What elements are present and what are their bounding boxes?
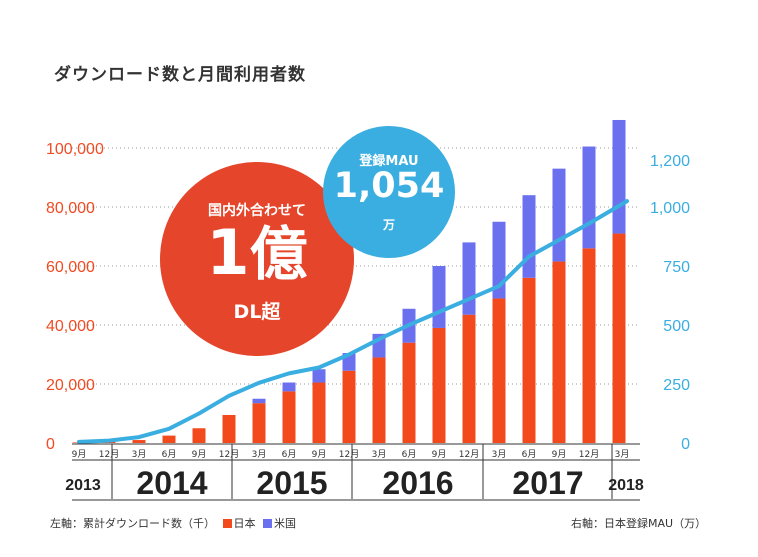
left-tick-label: 100,000	[46, 141, 104, 158]
bar-japan	[192, 428, 206, 443]
bar-japan	[432, 327, 446, 443]
bar-us	[462, 242, 476, 315]
legend-swatch-japan	[222, 519, 232, 528]
bar-japan	[402, 342, 416, 443]
footer-legend: 左軸：累計ダウンロード数（千） 日本 米国	[50, 515, 296, 531]
left-tick-label: 60,000	[46, 259, 95, 276]
left-tick-label: 0	[46, 436, 55, 453]
bar-japan	[222, 414, 236, 443]
month-label: 3月	[492, 449, 507, 460]
bar-japan	[342, 370, 356, 443]
month-label: 6月	[522, 449, 537, 460]
month-label: 9月	[312, 449, 327, 460]
month-label: 12月	[219, 449, 239, 460]
year-label: 2014	[136, 465, 207, 501]
bar-japan	[522, 277, 536, 443]
download-badge-caption: 国内外合わせて	[208, 203, 306, 219]
bar-us	[492, 221, 506, 299]
bar-japan	[612, 233, 626, 443]
left-axis-note: 左軸：累計ダウンロード数（千）	[50, 517, 215, 530]
bar-us	[612, 119, 626, 234]
month-label: 12月	[339, 449, 359, 460]
right-tick-label: 1,200	[650, 153, 690, 170]
month-label: 3月	[132, 449, 147, 460]
month-label: 3月	[372, 449, 387, 460]
month-label: 12月	[459, 449, 479, 460]
download-badge: 国内外合わせて 1億 DL超	[160, 162, 354, 356]
bar-japan	[162, 435, 176, 443]
right-tick-label: 1,000	[650, 200, 690, 217]
bar-japan	[582, 248, 596, 443]
left-tick-label: 20,000	[46, 377, 95, 394]
bar-japan	[312, 382, 326, 443]
bar-japan	[252, 403, 266, 443]
month-label: 6月	[162, 449, 177, 460]
mau-badge: 登録MAU 1,054 万	[323, 126, 455, 258]
right-tick-label: 250	[663, 377, 690, 394]
bar-japan	[552, 261, 566, 443]
month-label: 12月	[99, 449, 119, 460]
bar-japan	[282, 391, 296, 443]
bar-us	[252, 398, 266, 404]
year-label: 2013	[65, 477, 101, 494]
download-badge-suffix: DL超	[233, 301, 281, 323]
legend-swatch-us	[263, 519, 272, 528]
bar-us	[552, 168, 566, 262]
year-label: 2017	[512, 465, 583, 501]
chart-title: ダウンロード数と月間利用者数	[54, 65, 306, 85]
right-tick-label: 750	[663, 259, 690, 276]
bar-us	[432, 266, 446, 328]
download-badge-digit: 1	[206, 216, 250, 289]
year-label: 2015	[256, 465, 327, 501]
month-label: 9月	[552, 449, 567, 460]
bar-us	[522, 195, 536, 278]
month-label: 6月	[402, 449, 417, 460]
legend-label-us: 米国	[274, 517, 296, 530]
mau-badge-unit: 万	[382, 218, 395, 232]
bar-us	[282, 382, 296, 392]
download-badge-unit: 億	[249, 220, 308, 288]
bar-us	[582, 146, 596, 249]
legend-label-japan: 日本	[233, 517, 256, 530]
month-label: 9月	[72, 449, 87, 460]
month-label: 3月	[615, 449, 630, 460]
mau-badge-caption: 登録MAU	[359, 154, 419, 169]
bar-us	[312, 369, 326, 383]
bar-japan	[372, 357, 386, 443]
month-label: 3月	[252, 449, 267, 460]
year-label: 2016	[382, 465, 453, 501]
year-label: 2018	[608, 477, 644, 494]
month-label: 12月	[579, 449, 599, 460]
left-tick-label: 80,000	[46, 200, 95, 217]
month-label: 6月	[282, 449, 297, 460]
mau-line	[77, 199, 629, 444]
right-axis-note: 右軸：日本登録MAU（万）	[571, 517, 707, 530]
right-tick-label: 500	[663, 318, 690, 335]
bar-japan	[132, 440, 146, 443]
mau-badge-value: 1,054	[333, 166, 445, 206]
left-tick-label: 40,000	[46, 318, 95, 335]
bar-japan	[462, 314, 476, 443]
month-label: 9月	[192, 449, 207, 460]
bar-japan	[492, 298, 506, 443]
right-tick-label: 0	[681, 436, 690, 453]
month-label: 9月	[432, 449, 447, 460]
download-badge-number: 1億	[160, 218, 354, 289]
